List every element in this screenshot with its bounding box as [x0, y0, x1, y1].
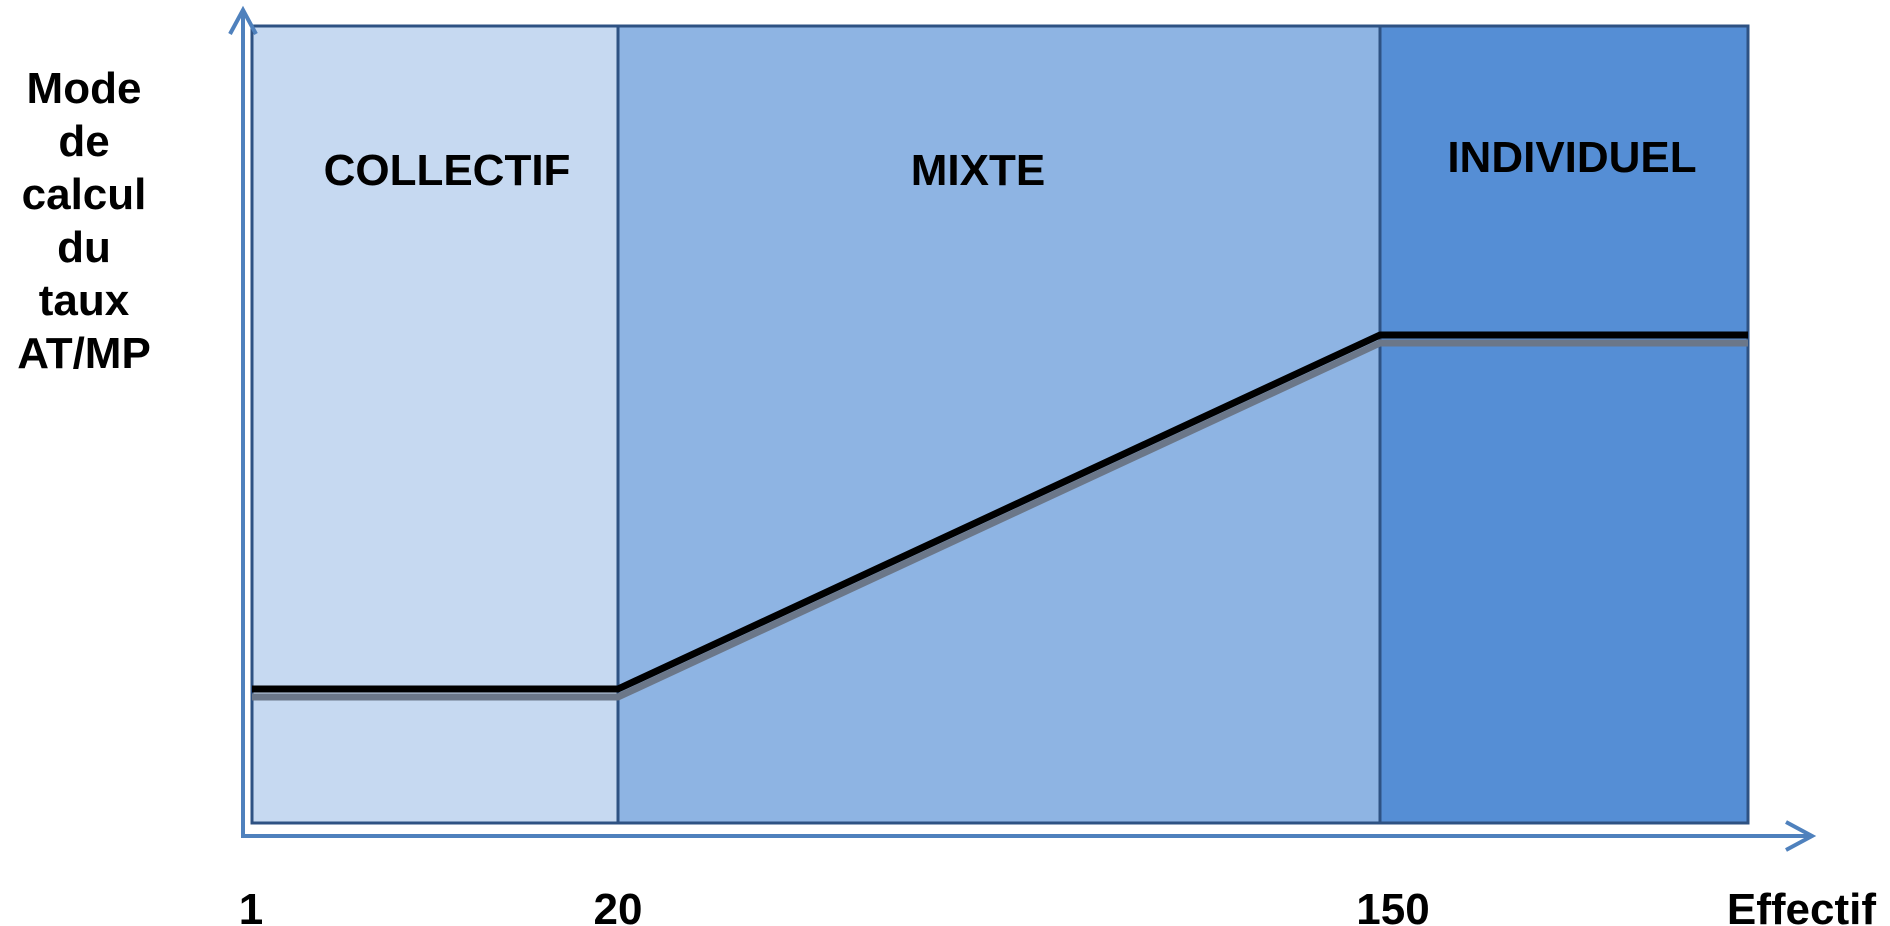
y-axis-label-line: du [57, 223, 111, 272]
rate-line-shadow [252, 339, 1748, 701]
x-tick-label: 20 [594, 885, 643, 926]
y-axis-arrow-icon [228, 5, 258, 35]
y-axis-label-line: AT/MP [17, 329, 151, 378]
x-tick-label: 150 [1356, 885, 1429, 926]
zone-individuel [1378, 24, 1750, 825]
y-axis-label-line: de [58, 117, 110, 166]
y-axis-label: Mode de calcul du taux AT/MP [0, 62, 168, 380]
zone-label-individuel: INDIVIDUEL [1447, 133, 1696, 182]
y-axis-label-line: calcul [21, 170, 147, 219]
x-axis-label: Effectif [1727, 885, 1876, 926]
y-axis-label-line: taux [38, 276, 130, 325]
y-axis-label-line: Mode [26, 64, 142, 113]
zone-mixte [616, 24, 1382, 825]
zone-label-mixte: MIXTE [911, 146, 1045, 195]
rate-line [252, 331, 1748, 693]
x-tick-label: 1 [239, 885, 263, 926]
zone-label-collectif: COLLECTIF [324, 146, 571, 195]
x-axis-arrow-icon [1785, 820, 1817, 852]
